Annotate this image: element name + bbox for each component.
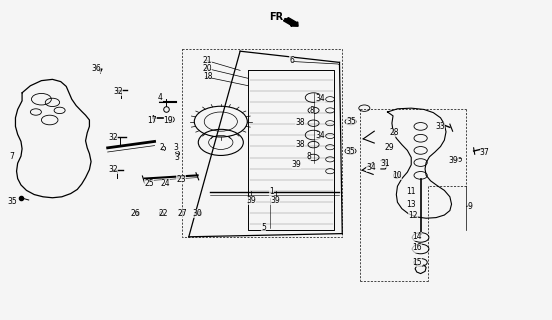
Text: 5: 5 <box>262 223 266 232</box>
Text: 27: 27 <box>177 209 187 218</box>
Text: 32: 32 <box>108 133 118 142</box>
Text: 34: 34 <box>315 131 325 140</box>
Text: FR.: FR. <box>269 12 288 22</box>
Text: 9: 9 <box>468 202 473 211</box>
Text: 35: 35 <box>346 147 355 156</box>
Text: 39: 39 <box>291 160 301 169</box>
Text: 25: 25 <box>144 179 154 188</box>
Text: 3: 3 <box>174 153 179 162</box>
Text: 6: 6 <box>289 56 294 65</box>
Text: 23: 23 <box>176 175 186 184</box>
FancyArrow shape <box>283 18 298 26</box>
Text: 13: 13 <box>406 200 416 209</box>
Text: 2: 2 <box>160 143 164 152</box>
Text: 17: 17 <box>147 116 157 124</box>
Text: 26: 26 <box>130 209 140 218</box>
Text: 32: 32 <box>108 165 118 174</box>
Text: 16: 16 <box>412 244 422 252</box>
Text: 35: 35 <box>346 117 356 126</box>
Text: 33: 33 <box>436 122 445 131</box>
Text: 28: 28 <box>390 128 400 137</box>
Text: 3: 3 <box>173 143 178 152</box>
Text: 12: 12 <box>408 211 418 220</box>
Text: 8: 8 <box>307 152 311 161</box>
Text: 38: 38 <box>295 118 305 127</box>
Text: 7: 7 <box>10 152 14 161</box>
Text: 34: 34 <box>315 94 325 103</box>
Text: 20: 20 <box>203 64 213 73</box>
Text: 30: 30 <box>193 209 203 218</box>
Text: 8: 8 <box>310 106 314 115</box>
Text: 37: 37 <box>480 148 490 157</box>
Text: 29: 29 <box>384 143 394 152</box>
Text: 14: 14 <box>412 232 422 241</box>
Text: 11: 11 <box>406 188 416 196</box>
Text: 36: 36 <box>92 64 102 73</box>
Text: 39: 39 <box>270 196 280 205</box>
Text: 22: 22 <box>158 209 168 218</box>
Text: 4: 4 <box>158 93 162 102</box>
Text: 39: 39 <box>449 156 459 164</box>
Text: 21: 21 <box>203 56 213 65</box>
Text: 10: 10 <box>392 171 402 180</box>
Text: 18: 18 <box>203 72 213 81</box>
Text: 34: 34 <box>366 163 376 172</box>
Text: 15: 15 <box>412 258 422 267</box>
Text: 1: 1 <box>269 188 274 196</box>
Text: 31: 31 <box>380 159 390 168</box>
Text: 38: 38 <box>295 140 305 148</box>
Text: 35: 35 <box>7 197 17 206</box>
Text: 19: 19 <box>163 116 173 125</box>
Text: 39: 39 <box>246 196 256 204</box>
Text: 32: 32 <box>114 87 124 96</box>
Text: 24: 24 <box>161 179 171 188</box>
